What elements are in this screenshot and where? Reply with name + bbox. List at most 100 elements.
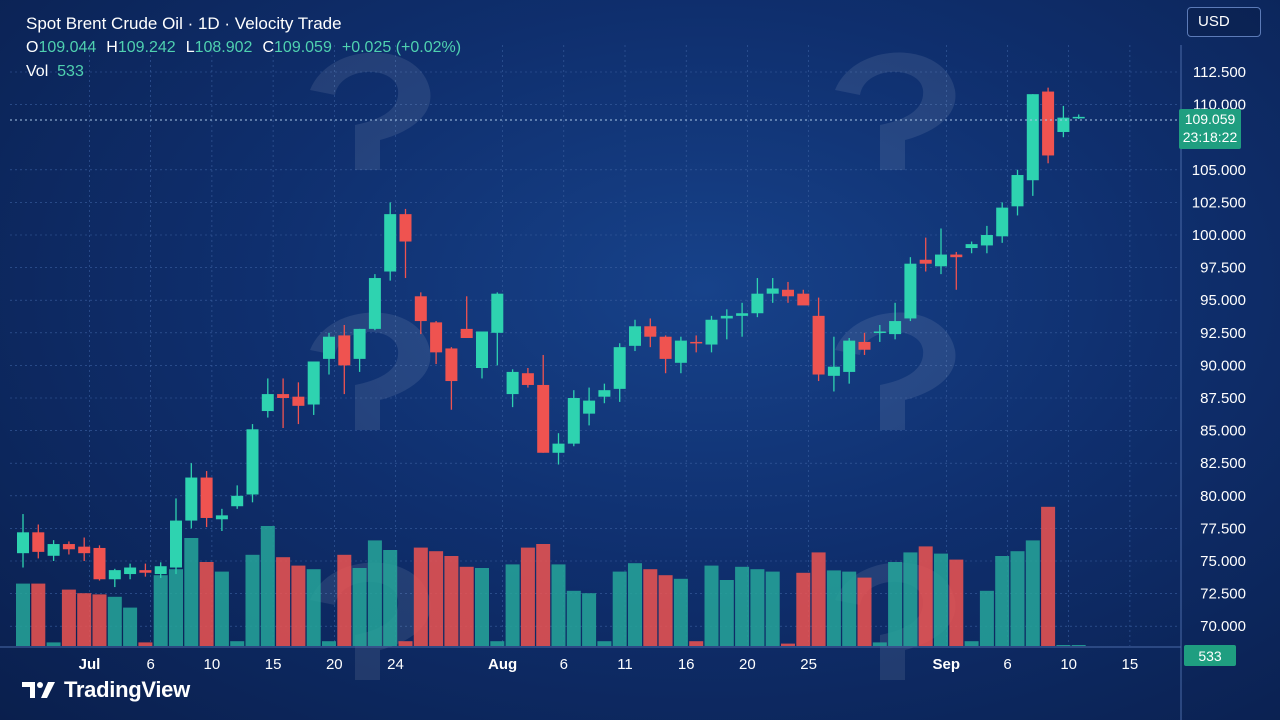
x-tick-label: 6 bbox=[1003, 656, 1011, 673]
y-tick-label: 72.500 bbox=[1200, 586, 1246, 603]
candle bbox=[353, 328, 366, 372]
axes: 112.500110.000105.000102.500100.00097.50… bbox=[0, 45, 1246, 720]
candle bbox=[736, 302, 749, 337]
candle bbox=[506, 369, 519, 408]
x-tick-label: 20 bbox=[326, 656, 343, 673]
candle bbox=[78, 537, 91, 561]
volume-bar bbox=[367, 540, 382, 646]
candle bbox=[567, 390, 580, 447]
y-tick-label: 105.000 bbox=[1192, 162, 1246, 179]
watermark-logo bbox=[835, 52, 956, 170]
volume-bar bbox=[46, 642, 61, 646]
volume-bar bbox=[566, 590, 581, 646]
volume-bar bbox=[230, 641, 245, 646]
y-tick-label: 95.000 bbox=[1200, 292, 1246, 309]
candle bbox=[583, 387, 596, 426]
candle bbox=[368, 274, 381, 331]
volume-legend: Vol 533 bbox=[26, 63, 94, 81]
y-tick-label: 70.000 bbox=[1200, 618, 1246, 635]
x-tick-label: Sep bbox=[933, 656, 961, 673]
volume-bar bbox=[857, 577, 872, 646]
candle bbox=[277, 378, 290, 428]
x-tick-label: Jul bbox=[79, 656, 101, 673]
open-label: O bbox=[26, 39, 39, 56]
volume-bar bbox=[322, 641, 336, 646]
volume-bar bbox=[979, 590, 994, 646]
candle bbox=[384, 202, 397, 281]
candle bbox=[231, 485, 244, 509]
x-tick-label: 20 bbox=[739, 656, 756, 673]
volume-bar bbox=[1041, 506, 1056, 646]
candle bbox=[154, 562, 167, 578]
candle bbox=[491, 292, 504, 366]
volume-bar bbox=[582, 593, 597, 646]
x-tick-label: 6 bbox=[560, 656, 568, 673]
candle bbox=[904, 257, 917, 322]
volume-bar bbox=[842, 571, 857, 646]
volume-bar bbox=[92, 594, 107, 646]
volume-bar bbox=[872, 642, 887, 646]
candle bbox=[1072, 114, 1085, 119]
x-tick-label: 24 bbox=[387, 656, 404, 673]
low-value: 108.902 bbox=[194, 39, 253, 56]
high-value: 109.242 bbox=[117, 39, 176, 56]
x-tick-label: 6 bbox=[147, 656, 155, 673]
watermark-logo bbox=[310, 52, 431, 170]
candle bbox=[170, 498, 182, 575]
y-tick-label: 102.500 bbox=[1192, 194, 1246, 211]
volume-bar bbox=[903, 552, 918, 646]
volume-bar bbox=[781, 643, 795, 646]
candle bbox=[720, 309, 733, 340]
volume-bar bbox=[719, 580, 734, 646]
open-value: 109.044 bbox=[38, 39, 97, 56]
volume-bar bbox=[964, 641, 979, 646]
x-tick-label: Aug bbox=[488, 656, 517, 673]
candle bbox=[919, 237, 932, 272]
tradingview-logo[interactable]: TradingView bbox=[22, 676, 190, 704]
candle bbox=[659, 335, 672, 374]
volume-bar bbox=[383, 550, 398, 646]
candle bbox=[1011, 169, 1024, 216]
candle bbox=[17, 514, 29, 568]
candle bbox=[292, 382, 305, 425]
candle bbox=[552, 433, 565, 465]
candle bbox=[965, 241, 978, 254]
tradingview-logo-text: TradingView bbox=[64, 677, 190, 702]
x-tick-label: 11 bbox=[617, 656, 633, 673]
volume-bar bbox=[107, 596, 122, 646]
volume-bar bbox=[153, 575, 168, 646]
y-tick-label: 80.000 bbox=[1200, 488, 1246, 505]
volume-label: Vol bbox=[26, 63, 49, 80]
y-tick-label: 82.500 bbox=[1200, 455, 1246, 472]
candle bbox=[598, 383, 611, 404]
change-value: +0.025 (+0.02%) bbox=[341, 39, 462, 56]
volume-bar bbox=[735, 566, 750, 646]
y-tick-label: 92.500 bbox=[1200, 325, 1246, 342]
candle bbox=[1042, 87, 1055, 164]
candle bbox=[766, 278, 779, 303]
candle bbox=[812, 297, 825, 382]
volume-bar bbox=[245, 554, 260, 646]
volume-bar bbox=[1010, 551, 1025, 646]
candle bbox=[108, 568, 121, 588]
x-tick-label: 10 bbox=[1060, 656, 1077, 673]
candle bbox=[124, 563, 137, 580]
x-tick-label: 16 bbox=[678, 656, 695, 673]
candle bbox=[215, 508, 228, 532]
high-label: H bbox=[106, 39, 118, 56]
candle bbox=[338, 324, 351, 395]
volume-bar bbox=[337, 554, 352, 646]
last-price-label: 109.059 bbox=[1185, 111, 1236, 127]
volume-bar bbox=[643, 569, 658, 646]
candle bbox=[980, 225, 993, 254]
volume-bar bbox=[551, 564, 566, 646]
volume-value: 533 bbox=[57, 63, 84, 80]
candle bbox=[690, 335, 703, 353]
volume-bar bbox=[597, 641, 612, 646]
currency-button[interactable]: USD bbox=[1187, 7, 1261, 37]
volume-bar bbox=[888, 562, 903, 646]
volume-badge-label: 533 bbox=[1198, 648, 1222, 664]
volume-bar bbox=[31, 583, 46, 646]
tradingview-logo-icon bbox=[22, 682, 55, 698]
